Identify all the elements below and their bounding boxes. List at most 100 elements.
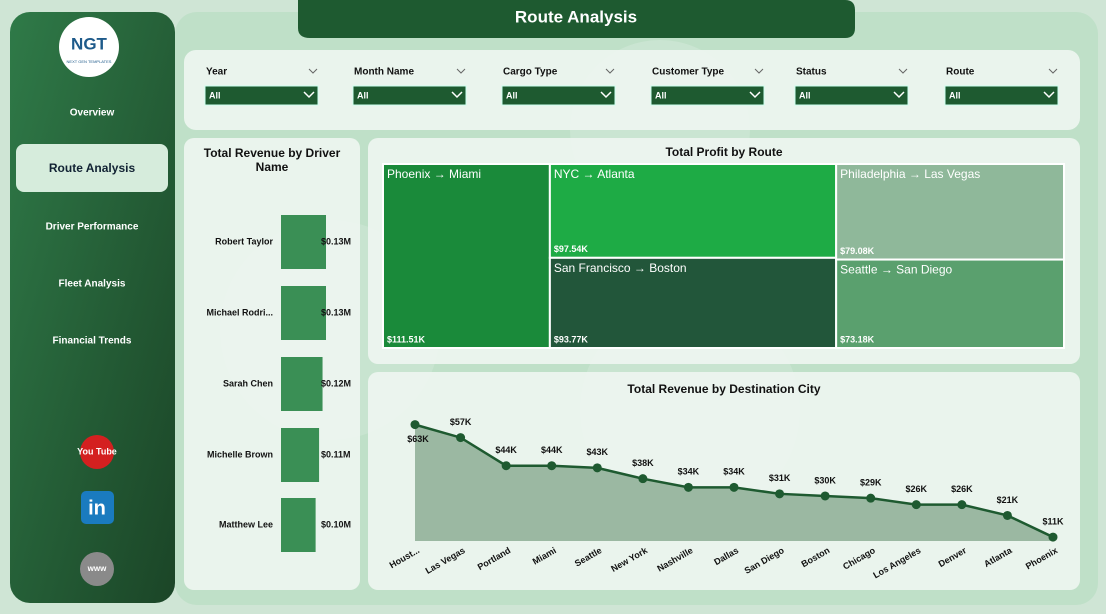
value-label: $29K (860, 478, 882, 488)
category-label: Matthew Lee (219, 519, 273, 529)
point (683, 482, 693, 492)
treemap-cell (382, 163, 551, 349)
logo-text: NGT (71, 34, 108, 53)
value-label: $34K (678, 467, 700, 477)
title-tab (298, 0, 855, 38)
point (592, 463, 602, 473)
bar (281, 286, 326, 340)
value-label: $0.13M (321, 307, 351, 317)
treemap-cell (548, 163, 838, 259)
filter-label: Route (946, 67, 975, 78)
point (729, 482, 739, 492)
bar (281, 215, 326, 269)
filter-value: All (506, 90, 518, 100)
filter-label: Month Name (354, 67, 414, 78)
value-label: $26K (906, 484, 928, 494)
icon-label: You Tube (77, 446, 117, 456)
dropdown[interactable] (501, 85, 616, 106)
icon-label: in (88, 497, 106, 519)
value-label: $0.12M (321, 378, 351, 388)
point (638, 474, 648, 484)
value-label: $0.13M (321, 236, 351, 246)
value-label: $34K (723, 467, 745, 477)
bar (281, 498, 316, 552)
filter-value: All (655, 90, 667, 100)
bar (281, 428, 320, 482)
nav-active (16, 144, 168, 192)
point (957, 500, 967, 510)
value-label: $93.77K (554, 334, 589, 344)
nav-item[interactable]: Driver Performance (46, 222, 139, 233)
filter-label: Cargo Type (503, 67, 558, 78)
bar (281, 357, 323, 411)
dropdown[interactable] (204, 85, 319, 106)
web-icon[interactable] (80, 552, 114, 586)
area (415, 424, 1053, 541)
value-label: $38K (632, 458, 654, 468)
filter-label: Year (206, 67, 227, 78)
point (866, 493, 876, 503)
filter-label: Status (796, 67, 827, 78)
chevron (308, 68, 318, 74)
nav-item[interactable]: Financial Trends (53, 336, 132, 347)
dropdown[interactable] (944, 85, 1059, 106)
page-title: Route Analysis (515, 7, 637, 26)
value-label: $30K (814, 475, 836, 485)
point (410, 420, 420, 430)
dropdown[interactable] (650, 85, 765, 106)
chart-title-box: Total Revenue by Driver Name (203, 146, 341, 174)
point (501, 461, 511, 471)
chart-title: Total Revenue by Driver Name (203, 146, 341, 174)
treemap-cell (835, 258, 1066, 349)
value-label: $44K (541, 445, 563, 455)
chevron (303, 91, 315, 99)
value-label: $57K (450, 417, 472, 427)
chevron (749, 91, 761, 99)
point (1048, 532, 1058, 542)
chevron (898, 68, 908, 74)
dropdown[interactable] (794, 85, 909, 106)
value-label: $111.51K (387, 334, 426, 344)
value-label: $31K (769, 473, 791, 483)
value-label: $73.18K (840, 334, 875, 344)
filter-value: All (949, 90, 961, 100)
chevron (605, 68, 615, 74)
dropdown[interactable] (352, 85, 467, 106)
point (1002, 510, 1012, 520)
filter-value: All (209, 90, 221, 100)
chart-title: Total Revenue by Destination City (627, 382, 821, 396)
chevron (1043, 91, 1055, 99)
chevron (451, 91, 463, 99)
treemap-cell (835, 163, 1066, 261)
chart-title-box: Total Revenue by Destination City (627, 382, 821, 396)
value-label: $79.08K (840, 246, 875, 256)
logo (59, 17, 119, 77)
value-label: $43K (587, 447, 609, 457)
chevron (600, 91, 612, 99)
value-label: $0.10M (321, 519, 351, 529)
point (775, 489, 785, 499)
value-label: $44K (495, 445, 517, 455)
treemap-cell (548, 256, 838, 350)
youtube-icon[interactable] (80, 435, 114, 469)
value-label: $63K (407, 434, 429, 444)
chart-title-box: Total Profit by Route (665, 145, 782, 159)
value-label: $26K (951, 484, 973, 494)
icon-label: www (87, 564, 107, 573)
linkedin-icon[interactable] (81, 491, 114, 524)
point (456, 433, 466, 443)
value-label: $21K (997, 495, 1019, 505)
cell-label: Philadelphia → Las Vegas (840, 167, 980, 181)
value-label: $97.54K (554, 244, 589, 254)
nav-item[interactable]: Route Analysis (49, 161, 136, 175)
logo-subtitle: NEXT GEN TEMPLATES (67, 59, 112, 64)
category-label: Robert Taylor (215, 236, 273, 246)
nav-item[interactable]: Overview (70, 108, 115, 119)
chevron (1048, 68, 1058, 74)
point (820, 491, 830, 501)
category-label: Michelle Brown (207, 449, 273, 459)
filter-value: All (357, 90, 369, 100)
nav-item[interactable]: Fleet Analysis (59, 279, 126, 290)
